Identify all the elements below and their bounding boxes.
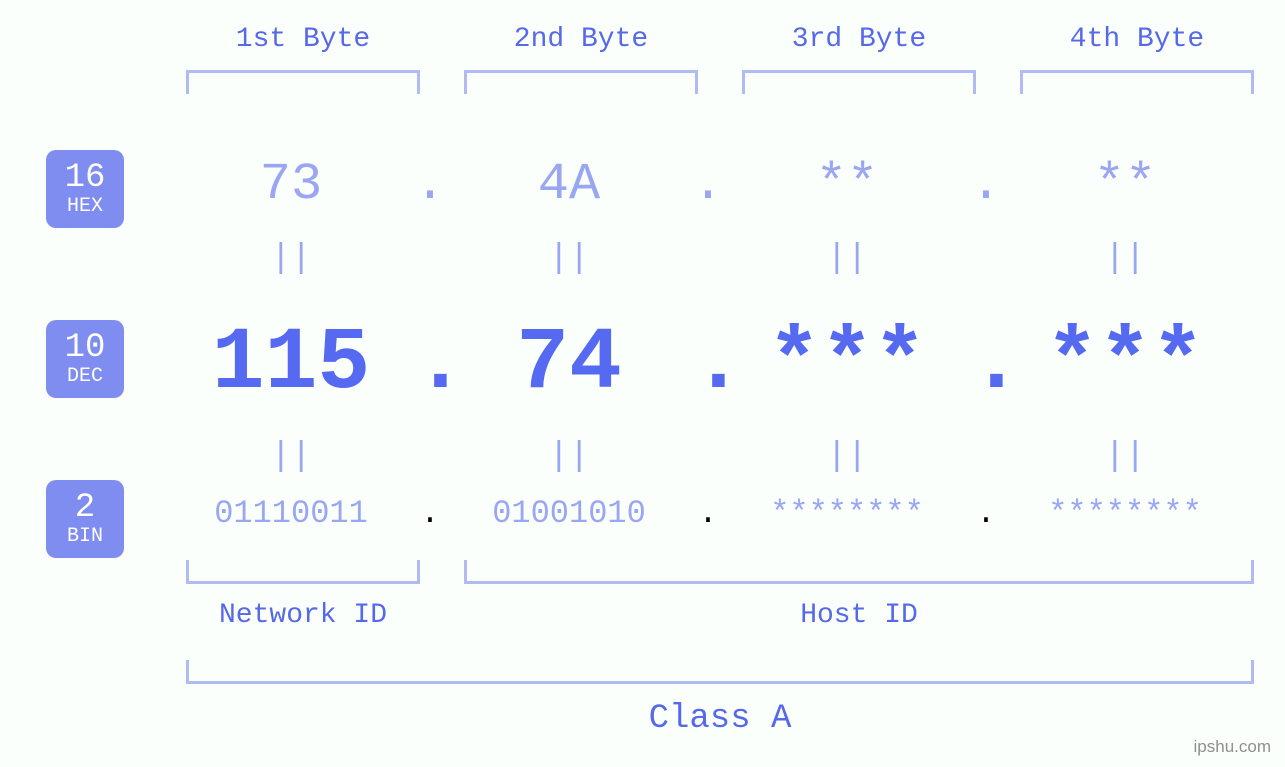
watermark: ipshu.com	[1194, 737, 1271, 757]
dec-badge-lbl: DEC	[46, 366, 124, 387]
bin-byte-3: ********	[724, 495, 970, 532]
eq-row-2: || || || ||	[168, 438, 1255, 476]
bin-badge-lbl: BIN	[46, 526, 124, 547]
dec-badge-num: 10	[46, 331, 124, 367]
dot: .	[414, 495, 446, 532]
byte-header-1: 1st Byte	[180, 24, 426, 55]
top-bracket-1	[186, 70, 420, 94]
bin-byte-1: 01110011	[168, 495, 414, 532]
bin-byte-2: 01001010	[446, 495, 692, 532]
hex-badge-num: 16	[46, 161, 124, 197]
dot: .	[970, 155, 1002, 214]
dot: .	[692, 495, 724, 532]
dec-row: 115 . 74 . *** . ***	[168, 315, 1255, 414]
dec-byte-2: 74	[446, 315, 692, 414]
eq: ||	[446, 438, 692, 476]
hex-byte-3: **	[724, 155, 970, 214]
hex-byte-2: 4A	[446, 155, 692, 214]
byte-header-2: 2nd Byte	[458, 24, 704, 55]
dot: .	[414, 155, 446, 214]
eq: ||	[446, 240, 692, 278]
dot: .	[414, 315, 446, 414]
hex-byte-4: **	[1002, 155, 1248, 214]
hex-badge: 16 HEX	[46, 150, 124, 228]
hex-byte-1: 73	[168, 155, 414, 214]
eq: ||	[168, 240, 414, 278]
dot: .	[970, 495, 1002, 532]
eq: ||	[724, 438, 970, 476]
eq-row-1: || || || ||	[168, 240, 1255, 278]
network-id-bracket	[186, 560, 420, 584]
hex-row: 73 . 4A . ** . **	[168, 155, 1255, 214]
byte-header-4: 4th Byte	[1014, 24, 1260, 55]
host-id-label: Host ID	[458, 600, 1260, 631]
bin-badge-num: 2	[46, 491, 124, 527]
eq: ||	[724, 240, 970, 278]
eq: ||	[1002, 240, 1248, 278]
bin-badge: 2 BIN	[46, 480, 124, 558]
hex-badge-lbl: HEX	[46, 196, 124, 217]
top-bracket-4	[1020, 70, 1254, 94]
class-bracket	[186, 660, 1254, 684]
dot: .	[970, 315, 1002, 414]
top-bracket-3	[742, 70, 976, 94]
network-id-label: Network ID	[180, 600, 426, 631]
eq: ||	[168, 438, 414, 476]
dot: .	[692, 315, 724, 414]
host-id-bracket	[464, 560, 1254, 584]
dec-badge: 10 DEC	[46, 320, 124, 398]
dec-byte-1: 115	[168, 315, 414, 414]
byte-header-3: 3rd Byte	[736, 24, 982, 55]
bin-row: 01110011 . 01001010 . ******** . *******…	[168, 495, 1255, 532]
dot: .	[692, 155, 724, 214]
top-bracket-2	[464, 70, 698, 94]
bin-byte-4: ********	[1002, 495, 1248, 532]
dec-byte-4: ***	[1002, 315, 1248, 414]
class-label: Class A	[180, 700, 1260, 738]
dec-byte-3: ***	[724, 315, 970, 414]
eq: ||	[1002, 438, 1248, 476]
